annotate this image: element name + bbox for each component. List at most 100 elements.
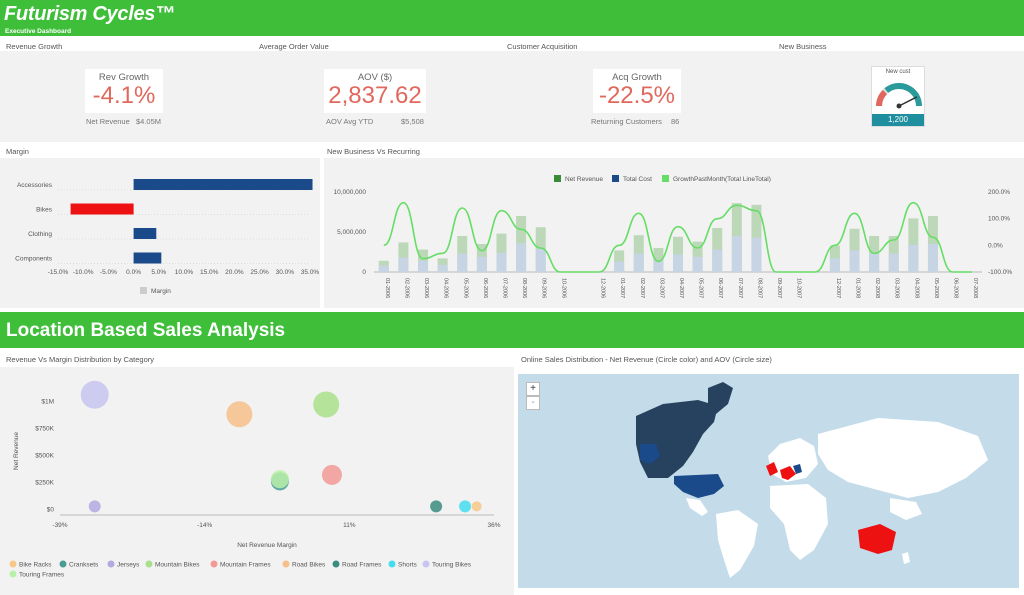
x-tick-label: 04-2006 xyxy=(443,278,449,298)
margin-bar xyxy=(133,179,313,190)
total-cost-bar xyxy=(437,264,448,272)
legend-label: Touring Bikes xyxy=(432,562,472,569)
total-cost-bar xyxy=(633,253,644,272)
total-cost-bar xyxy=(614,261,625,272)
x-tick-label: 30.0% xyxy=(276,269,295,276)
scatter-point xyxy=(270,470,289,489)
scatter-point xyxy=(430,500,443,513)
legend-label: Cranksets xyxy=(69,562,99,569)
total-cost-bar xyxy=(829,258,840,272)
total-cost-bar xyxy=(496,252,507,272)
y-tick-label: Clothing xyxy=(28,231,52,238)
zoom-in-button[interactable]: + xyxy=(526,382,540,396)
aov-kpi: AOV ($) 2,837.62 xyxy=(324,69,426,113)
x-tick-label: -14% xyxy=(197,522,212,529)
x-tick-label: 10.0% xyxy=(175,269,194,276)
uk-shape xyxy=(766,462,778,476)
total-cost-bar xyxy=(378,265,389,272)
acq-growth-kpi: Acq Growth -22.5% xyxy=(593,69,681,113)
legend-swatch xyxy=(107,560,115,568)
x-tick-label: 03-2007 xyxy=(658,278,664,298)
x-tick-label: 06-2006 xyxy=(482,278,488,298)
legend-swatch xyxy=(145,560,153,568)
kpi-label: Acq Growth xyxy=(612,72,662,83)
y-tick-label: 10,000,000 xyxy=(333,189,366,196)
x-tick-label: 12-2007 xyxy=(835,278,841,298)
kpi-label: AOV ($) xyxy=(357,72,393,83)
x-tick-label: 04-2007 xyxy=(678,278,684,298)
y2-tick-label: 200.0% xyxy=(988,189,1010,196)
africa-shape xyxy=(770,484,828,560)
scatter-point xyxy=(226,401,253,428)
x-tick-label: 02-2008 xyxy=(874,278,880,298)
kpi-sub-label: AOV Avg YTD xyxy=(326,117,374,126)
net-revenue-bar xyxy=(849,228,860,272)
legend-swatch xyxy=(554,175,561,182)
section-margin: Margin xyxy=(6,147,29,156)
legend-label: Mountain Frames xyxy=(220,562,271,569)
x-tick-label: 06-2008 xyxy=(953,278,959,298)
x-tick-label: 02-2006 xyxy=(403,278,409,298)
x-tick-label: 15.0% xyxy=(200,269,219,276)
kpi-value: -22.5% xyxy=(598,82,676,109)
y-tick-label: $500K xyxy=(35,452,54,459)
x-tick-label: 08-2007 xyxy=(756,278,762,298)
x-tick-label: 01-2008 xyxy=(855,278,861,298)
kpi-label: Rev Growth xyxy=(98,72,150,83)
asia-shape xyxy=(818,418,988,498)
scatter-point xyxy=(80,380,109,409)
x-tick-label: 02-2007 xyxy=(639,278,645,298)
new-cust-gauge: New cust 1,200 xyxy=(871,66,925,127)
legend-label: Touring Frames xyxy=(19,572,65,579)
x-tick-label: 05-2007 xyxy=(698,278,704,298)
y-tick-label: 5,000,000 xyxy=(337,229,366,236)
kpi-value: 2,837.62 xyxy=(328,82,422,109)
legend-swatch xyxy=(422,560,430,568)
net-revenue-bar xyxy=(692,241,703,272)
net-revenue-bar xyxy=(673,236,683,272)
legend-label: Bike Racks xyxy=(19,562,52,569)
section-revenue-growth: Revenue Growth xyxy=(6,42,63,51)
legend-swatch xyxy=(282,560,290,568)
y-tick-label: Accessories xyxy=(17,182,53,189)
section-new-business: New Business xyxy=(779,42,827,51)
zoom-out-button[interactable]: - xyxy=(526,396,540,410)
margin-chart: Accessories Bikes Clothing Components -15.0%… xyxy=(15,179,319,295)
x-tick-label: -39% xyxy=(52,522,67,529)
margin-bar xyxy=(133,252,162,264)
australia-shape xyxy=(858,524,896,554)
x-tick-label: 10-2006 xyxy=(560,278,566,298)
legend-label: Road Frames xyxy=(342,562,382,569)
section-new-vs-recurring: New Business Vs Recurring xyxy=(327,147,420,156)
germany-shape xyxy=(793,464,802,474)
app-title: Futurism Cycles™ xyxy=(4,3,175,25)
sales-map[interactable]: + - xyxy=(518,374,1019,588)
total-cost-bar xyxy=(888,253,899,272)
margin-bar xyxy=(133,228,157,239)
x-tick-label: 06-2007 xyxy=(717,278,723,298)
x-tick-label: 07-2008 xyxy=(972,278,978,298)
total-cost-bar xyxy=(712,249,723,272)
scatter-point xyxy=(313,391,340,418)
rev-vs-margin-chart: $0 $250K $500K $750K $1M -39% -14% 11% 36% Net Re… xyxy=(9,380,501,579)
legend-label: Net Revenue xyxy=(565,176,603,183)
kpi-value: -4.1% xyxy=(92,82,156,109)
location-banner: Location Based Sales Analysis xyxy=(0,312,1024,348)
legend-swatch xyxy=(210,560,218,568)
y-tick-label: 0 xyxy=(362,269,366,276)
x-tick-label: -15.0% xyxy=(48,269,69,276)
total-cost-bar xyxy=(653,260,664,272)
legend-swatch xyxy=(59,560,67,568)
net-revenue-bar xyxy=(418,249,429,272)
total-cost-bar xyxy=(418,260,429,272)
y-tick-label: $750K xyxy=(35,425,54,432)
legend-swatch xyxy=(332,560,340,568)
legend-swatch xyxy=(140,287,147,294)
y2-tick-label: 100.0% xyxy=(988,216,1010,223)
canada-shape xyxy=(636,400,718,478)
net-revenue-bar xyxy=(398,242,409,272)
total-cost-bar xyxy=(692,256,703,272)
legend-swatch xyxy=(388,560,396,568)
y-tick-label: $250K xyxy=(35,480,54,487)
x-tick-label: 07-2007 xyxy=(737,278,743,298)
